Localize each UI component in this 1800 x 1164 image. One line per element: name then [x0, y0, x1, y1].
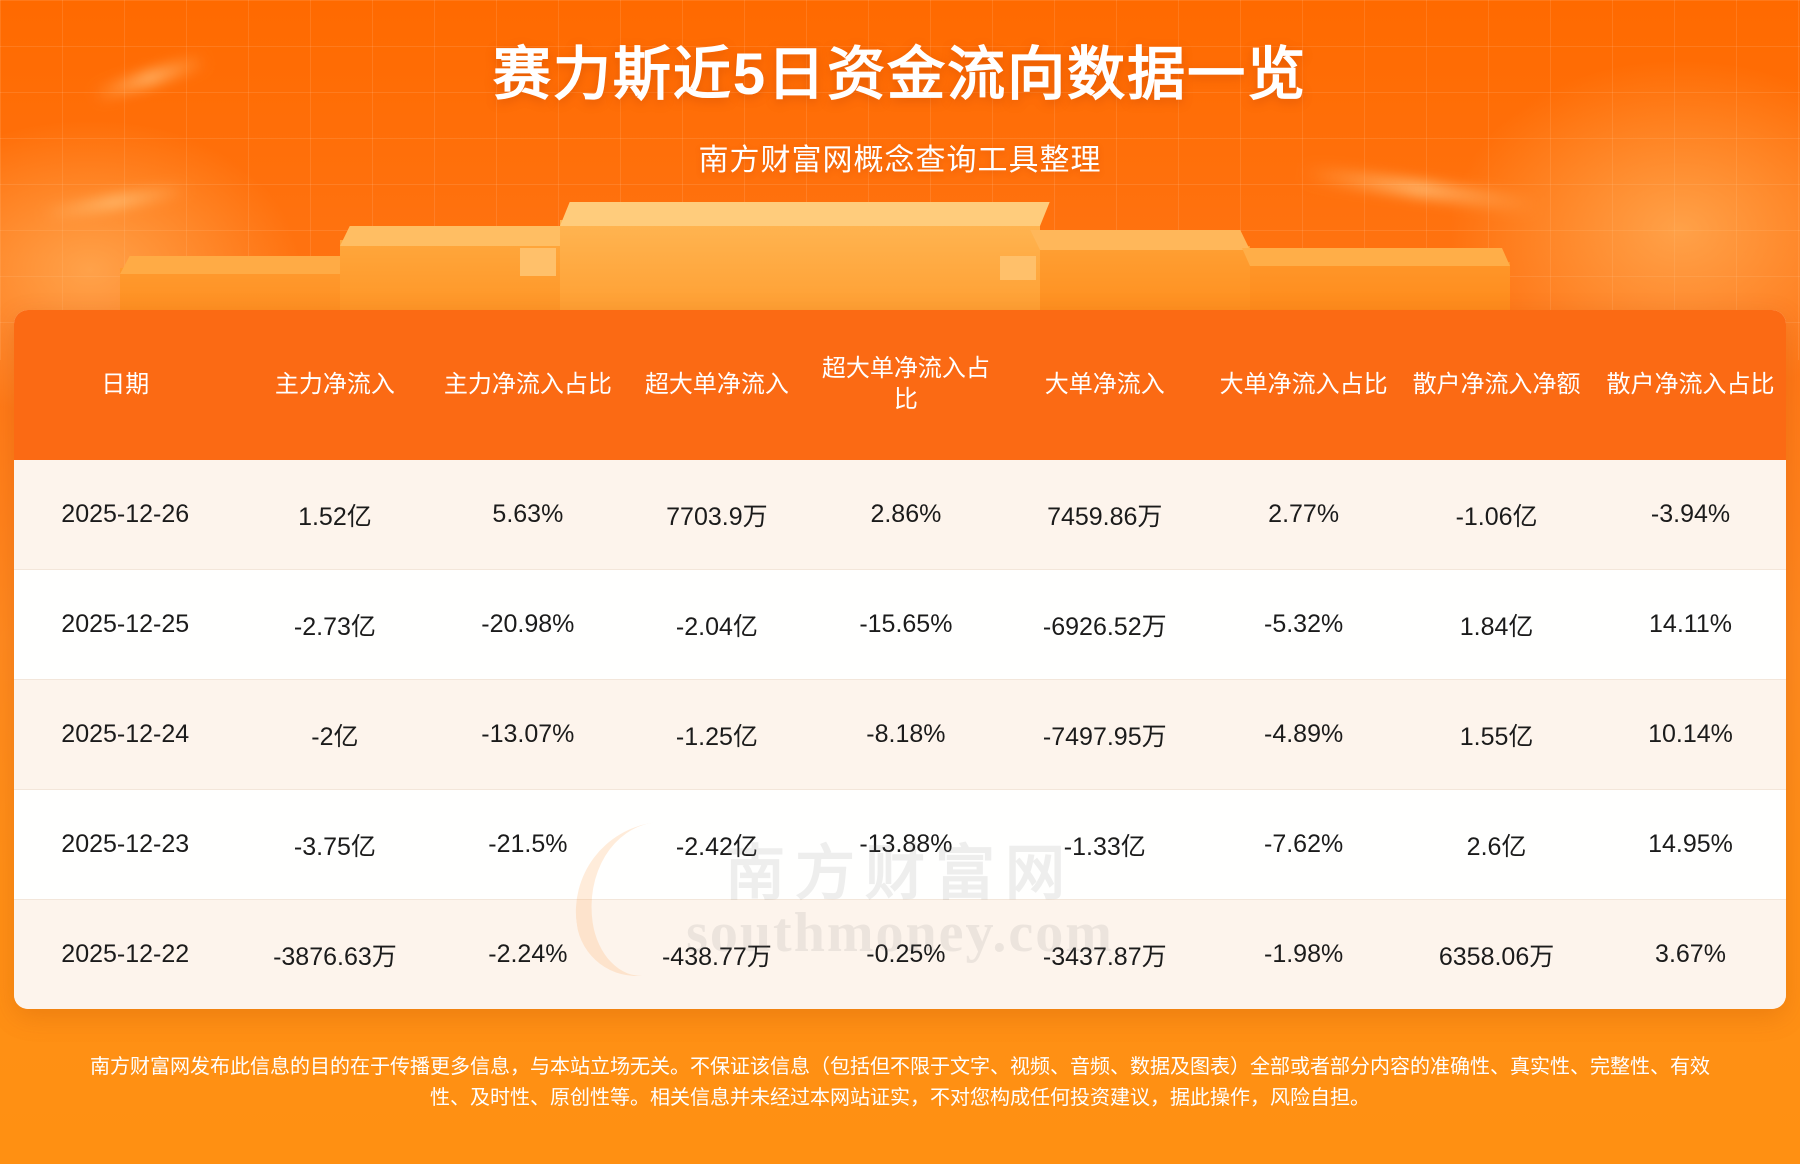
cell-retail-net: -1.06亿: [1398, 460, 1595, 570]
cell-xl-pct: -0.25%: [811, 899, 1001, 1009]
podium-block-left-far-top: [120, 256, 360, 274]
cell-date: 2025-12-26: [14, 460, 237, 570]
col-header-retail-net[interactable]: 散户净流入净额: [1398, 310, 1595, 460]
cell-retail-net: 6358.06万: [1398, 899, 1595, 1009]
data-table-card: 南方财富网 southmoney.com 日期 主力净流入 主力净流入占比 超大…: [14, 310, 1786, 1009]
col-header-lg-pct[interactable]: 大单净流入占比: [1209, 310, 1399, 460]
col-header-retail-pct[interactable]: 散户净流入占比: [1595, 310, 1786, 460]
cell-xl-pct: -8.18%: [811, 679, 1001, 790]
disclaimer-line-1: 南方财富网发布此信息的目的在于传播更多信息，与本站立场无关。不保证该信息（包括但…: [90, 1056, 1710, 1078]
cell-main-pct: 5.63%: [433, 460, 623, 570]
cell-lg-net: -7497.95万: [1000, 679, 1210, 790]
cell-xl-pct: 2.86%: [811, 460, 1001, 570]
cell-main-pct: -20.98%: [433, 569, 623, 680]
cell-xl-net: 7703.9万: [622, 460, 812, 570]
cell-retail-pct: 14.95%: [1595, 789, 1786, 900]
table-row[interactable]: 2025-12-25 -2.73亿 -20.98% -2.04亿 -15.65%…: [14, 569, 1786, 680]
cell-lg-net: -1.33亿: [1000, 789, 1210, 900]
cell-main-net: -3.75亿: [236, 789, 434, 900]
cell-lg-net: 7459.86万: [1000, 460, 1210, 570]
cell-retail-net: 1.84亿: [1398, 569, 1595, 680]
cell-retail-net: 1.55亿: [1398, 679, 1595, 790]
col-header-date[interactable]: 日期: [14, 310, 237, 460]
cell-lg-pct: -5.32%: [1209, 569, 1399, 680]
cell-date: 2025-12-25: [14, 569, 237, 680]
podium-block-left-mid-top: [340, 226, 570, 246]
cell-main-pct: -13.07%: [433, 679, 623, 790]
col-header-xl-pct[interactable]: 超大单净流入占比: [811, 310, 1001, 460]
cell-retail-pct: 3.67%: [1595, 899, 1786, 1009]
cell-retail-net: 2.6亿: [1398, 789, 1595, 900]
cell-xl-net: -1.25亿: [622, 679, 812, 790]
cell-main-pct: -21.5%: [433, 789, 623, 900]
cell-main-net: -3876.63万: [236, 899, 434, 1009]
cell-retail-pct: -3.94%: [1595, 460, 1786, 570]
page-subtitle: 南方财富网概念查询工具整理: [698, 143, 1102, 177]
disclaimer-line-2: 性、及时性、原创性等。相关信息并未经过本网站证实，不对您构成任何投资建议，据此操…: [430, 1087, 1370, 1109]
cell-lg-pct: -4.89%: [1209, 679, 1399, 790]
table-row[interactable]: 2025-12-22 -3876.63万 -2.24% -438.77万 -0.…: [14, 899, 1786, 1009]
col-header-lg-net[interactable]: 大单净流入: [1000, 310, 1210, 460]
cell-lg-net: -6926.52万: [1000, 569, 1210, 680]
cell-xl-net: -438.77万: [622, 899, 812, 1009]
cell-retail-pct: 14.11%: [1595, 569, 1786, 680]
cell-lg-pct: 2.77%: [1209, 460, 1399, 570]
podium-block-right-far-top: [1241, 248, 1510, 266]
cell-lg-pct: -1.98%: [1209, 899, 1399, 1009]
table-row[interactable]: 2025-12-24 -2亿 -13.07% -1.25亿 -8.18% -74…: [14, 679, 1786, 790]
col-header-xl-net[interactable]: 超大单净流入: [622, 310, 812, 460]
cell-main-net: -2亿: [236, 679, 434, 790]
cell-xl-pct: -15.65%: [811, 569, 1001, 680]
cell-main-net: -2.73亿: [236, 569, 434, 680]
podium-block-center-top: [560, 202, 1050, 226]
cell-lg-net: -3437.87万: [1000, 899, 1210, 1009]
table-body: 2025-12-26 1.52亿 5.63% 7703.9万 2.86% 745…: [14, 460, 1786, 1009]
table-row[interactable]: 2025-12-23 -3.75亿 -21.5% -2.42亿 -13.88% …: [14, 789, 1786, 900]
cell-xl-pct: -13.88%: [811, 789, 1001, 900]
col-header-main-pct[interactable]: 主力净流入占比: [433, 310, 623, 460]
cell-main-net: 1.52亿: [236, 460, 434, 570]
table-header-row: 日期 主力净流入 主力净流入占比 超大单净流入 超大单净流入占比 大单净流入 大…: [14, 310, 1786, 460]
cell-date: 2025-12-23: [14, 789, 237, 900]
cell-lg-pct: -7.62%: [1209, 789, 1399, 900]
fund-flow-table: 日期 主力净流入 主力净流入占比 超大单净流入 超大单净流入占比 大单净流入 大…: [14, 310, 1786, 1009]
cell-retail-pct: 10.14%: [1595, 679, 1786, 790]
cell-xl-net: -2.04亿: [622, 569, 812, 680]
disclaimer: 南方财富网发布此信息的目的在于传播更多信息，与本站立场无关。不保证该信息（包括但…: [0, 1052, 1800, 1114]
cell-main-pct: -2.24%: [433, 899, 623, 1009]
podium-riser-small-left: [520, 248, 556, 276]
cell-date: 2025-12-22: [14, 899, 237, 1009]
page-title: 赛力斯近5日资金流向数据一览: [492, 42, 1308, 107]
podium-block-right-mid-top: [1030, 230, 1250, 250]
podium-riser-small-right: [1000, 256, 1036, 280]
cell-date: 2025-12-24: [14, 679, 237, 790]
col-header-main-net[interactable]: 主力净流入: [236, 310, 434, 460]
cell-xl-net: -2.42亿: [622, 789, 812, 900]
hero: 赛力斯近5日资金流向数据一览 南方财富网概念查询工具整理: [0, 0, 1800, 179]
table-row[interactable]: 2025-12-26 1.52亿 5.63% 7703.9万 2.86% 745…: [14, 460, 1786, 570]
